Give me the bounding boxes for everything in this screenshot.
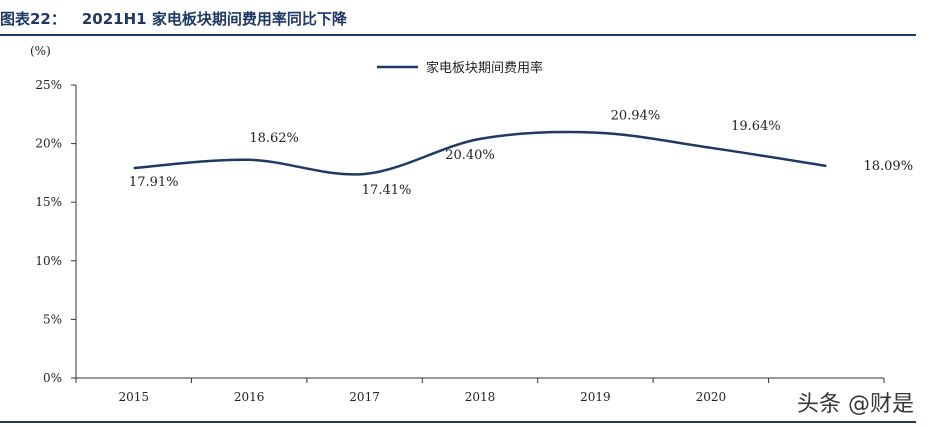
y-tick-label: 15% xyxy=(35,195,62,209)
series-line-expense-ratio xyxy=(133,130,827,176)
x-tick-label: 2018 xyxy=(465,390,496,404)
data-label: 19.64% xyxy=(731,119,781,134)
data-label: 17.41% xyxy=(362,183,412,198)
figure-title: 图表22： 2021H1 家电板块期间费用率同比下降 xyxy=(0,8,363,30)
legend-label: 家电板块期间费用率 xyxy=(426,60,543,76)
x-tick-label: 2020 xyxy=(696,390,727,404)
data-label: 20.94% xyxy=(611,109,661,124)
y-tick-label: 5% xyxy=(43,312,62,326)
y-tick-label: 0% xyxy=(43,371,62,385)
bottom-rule xyxy=(0,421,916,423)
y-tick-label: 10% xyxy=(35,254,62,268)
y-axis-label: (%) xyxy=(30,44,51,58)
top-rule xyxy=(0,34,916,36)
x-tick-label: 2015 xyxy=(118,390,149,404)
x-tick-label: 2019 xyxy=(580,390,611,404)
data-label: 18.09% xyxy=(863,159,913,174)
figure-title-text: 2021H1 家电板块期间费用率同比下降 xyxy=(81,10,347,28)
data-label: 20.40% xyxy=(445,148,495,163)
y-tick-label: 25% xyxy=(35,78,62,92)
figure-number: 图表22： xyxy=(0,10,66,28)
x-tick-label: 2016 xyxy=(234,390,265,404)
y-tick-label: 20% xyxy=(35,137,62,151)
x-tick-label: 2017 xyxy=(349,390,380,404)
watermark: 头条 @财是 xyxy=(797,392,914,417)
data-label: 17.91% xyxy=(129,175,179,190)
data-label: 18.62% xyxy=(249,131,299,146)
